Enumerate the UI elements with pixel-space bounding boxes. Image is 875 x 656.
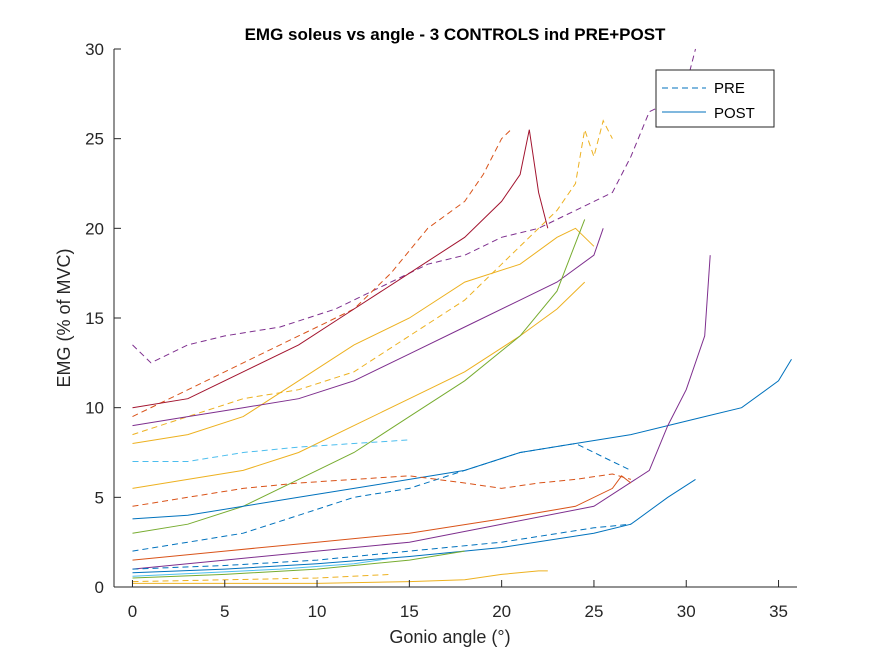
series-line-12 xyxy=(132,439,410,462)
series-line-9 xyxy=(132,442,632,552)
x-tick-label-5: 5 xyxy=(220,602,229,621)
y-tick-label-20: 20 xyxy=(85,219,104,238)
series-line-6 xyxy=(132,228,604,427)
x-tick-label-25: 25 xyxy=(584,602,603,621)
y-tick-label-30: 30 xyxy=(85,40,104,59)
x-axis-label: Gonio angle (°) xyxy=(389,627,510,647)
series-line-8 xyxy=(132,219,586,534)
series-line-3 xyxy=(132,119,613,436)
x-tick-label-0: 0 xyxy=(128,602,137,621)
legend: PRE POST xyxy=(655,69,775,128)
series-line-7 xyxy=(132,281,586,489)
series-line-20 xyxy=(132,557,391,577)
y-tick-label-25: 25 xyxy=(85,130,104,149)
series-layer xyxy=(132,48,792,584)
x-tick-label-35: 35 xyxy=(769,602,788,621)
y-tick-label-10: 10 xyxy=(85,399,104,418)
axes-background xyxy=(114,49,797,587)
series-line-11 xyxy=(132,255,711,570)
series-line-2 xyxy=(132,129,512,418)
legend-label-pre: PRE xyxy=(714,80,745,97)
legend-label-post: POST xyxy=(714,105,755,122)
series-line-10 xyxy=(132,358,792,520)
y-axis-label: EMG (% of MVC) xyxy=(54,248,74,387)
x-tick-label-30: 30 xyxy=(677,602,696,621)
x-tick-label-15: 15 xyxy=(400,602,419,621)
series-line-17 xyxy=(132,570,548,584)
series-line-15 xyxy=(132,478,696,574)
legend-box xyxy=(655,69,775,128)
series-line-16 xyxy=(132,523,631,570)
series-line-5 xyxy=(132,227,595,444)
y-tick-label-0: 0 xyxy=(95,578,104,597)
chart-title: EMG soleus vs angle - 3 CONTROLS ind PRE… xyxy=(245,25,666,44)
y-ticks: 0 5 10 15 20 25 30 xyxy=(85,40,121,597)
series-line-19 xyxy=(132,573,391,583)
series-line-1 xyxy=(132,48,696,364)
series-line-18 xyxy=(132,550,465,579)
series-line-14 xyxy=(132,475,632,561)
y-tick-label-15: 15 xyxy=(85,309,104,328)
x-tick-label-20: 20 xyxy=(492,602,511,621)
x-ticks: 0 5 10 15 20 25 30 35 xyxy=(128,580,788,621)
x-tick-label-10: 10 xyxy=(308,602,327,621)
series-line-13 xyxy=(132,473,632,507)
series-line-4 xyxy=(132,129,549,409)
y-tick-label-5: 5 xyxy=(95,488,104,507)
